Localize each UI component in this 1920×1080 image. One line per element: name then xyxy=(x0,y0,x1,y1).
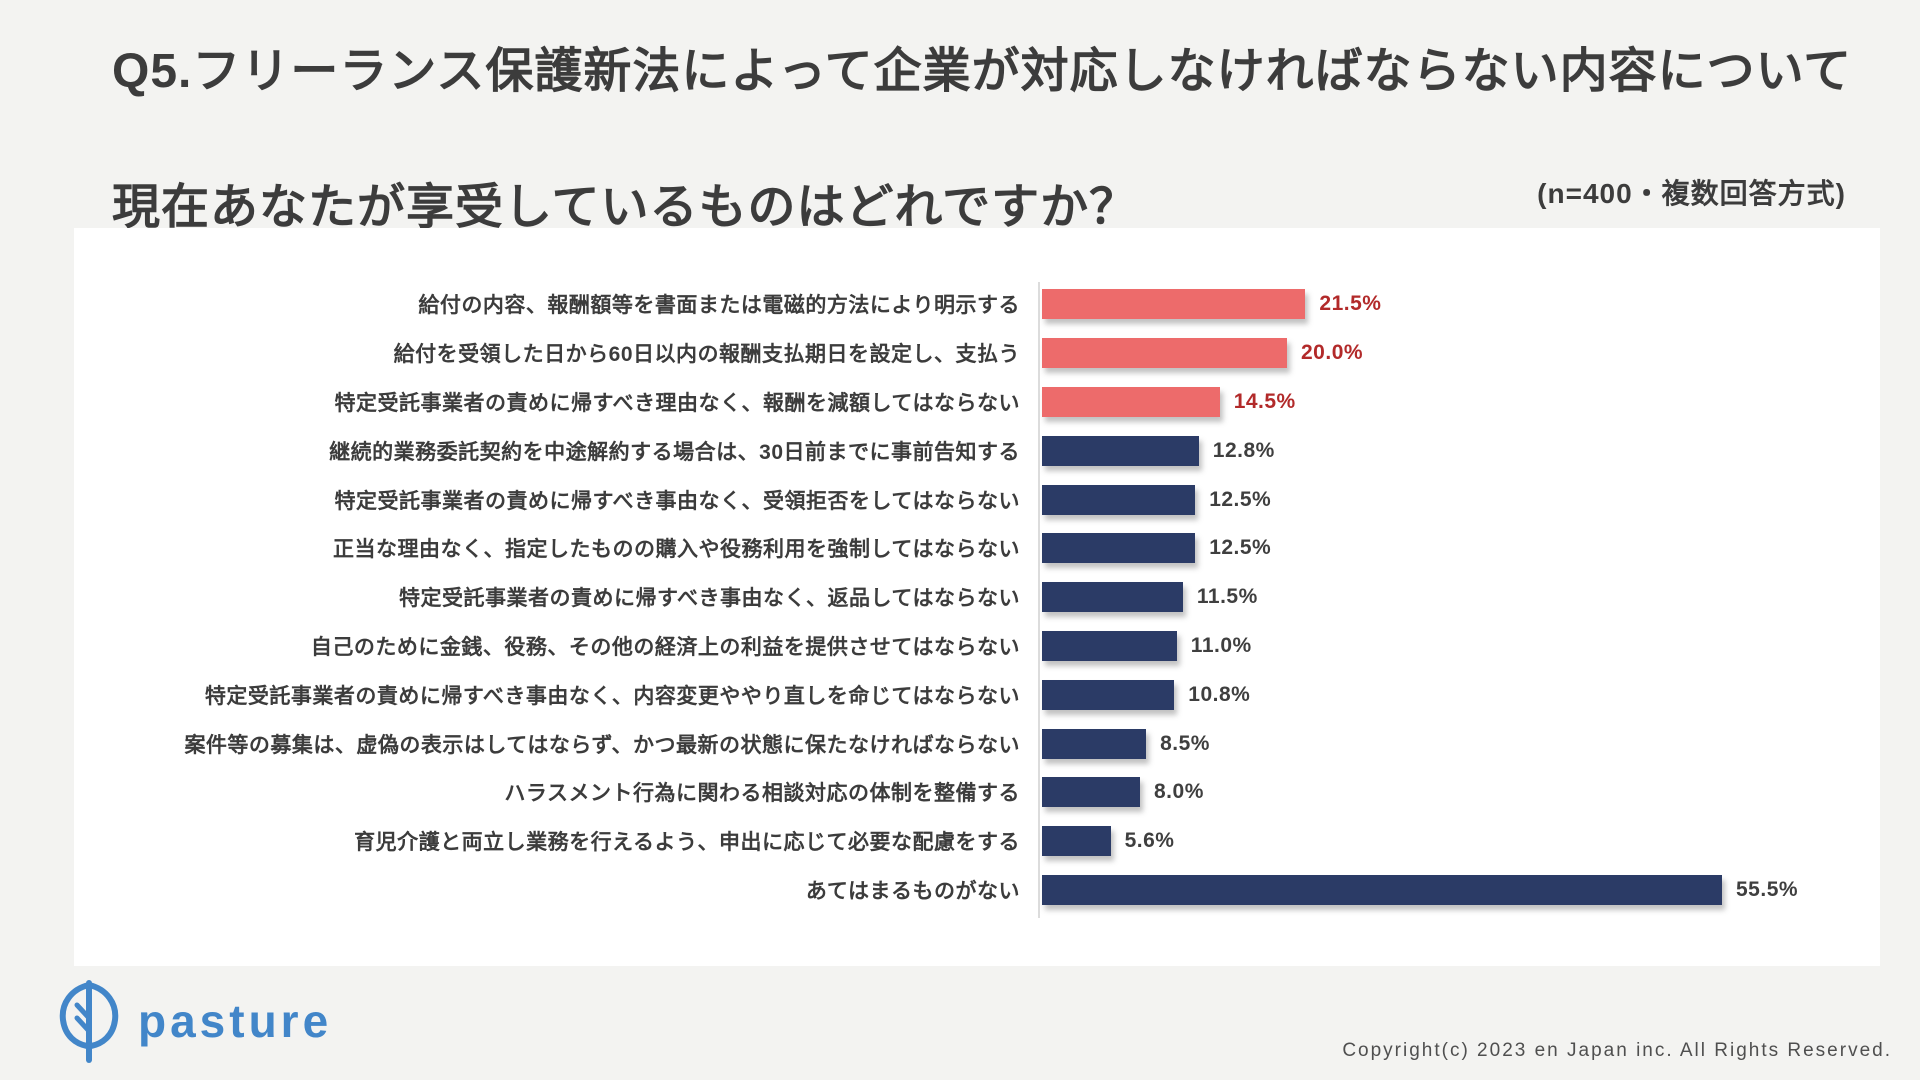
page-title: Q5.フリーランス保護新法によって企業が対応しなければならない内容について 現在… xyxy=(112,38,1852,242)
bar xyxy=(1042,386,1220,417)
value-label: 12.5% xyxy=(1209,487,1272,511)
category-label: 特定受託事業者の責めに帰すべき事由なく、内容変更ややり直しを命じてはならない xyxy=(204,684,1020,708)
bar xyxy=(1042,289,1306,320)
bar xyxy=(1042,630,1177,661)
chart-row: 育児介護と両立し業務を行えるよう、申出に応じて必要な配慮をする 5.6% xyxy=(74,817,1880,866)
chart-row: 特定受託事業者の責めに帰すべき理由なく、報酬を減額してはならない 14.5% xyxy=(74,378,1880,427)
chart-panel: 給付の内容、報酬額等を書面または電磁的方法により明示する 21.5% 給付を受領した… xyxy=(74,228,1880,966)
category-label: 特定受託事業者の責めに帰すべき事由なく、返品してはならない xyxy=(399,587,1020,611)
category-label: 案件等の募集は、虚偽の表示はしてはならず、かつ最新の状態に保たなければならない xyxy=(184,733,1020,757)
value-label: 12.5% xyxy=(1209,536,1272,560)
value-label: 8.0% xyxy=(1154,780,1204,804)
value-label: 20.0% xyxy=(1301,341,1364,365)
chart-row: 案件等の募集は、虚偽の表示はしてはならず、かつ最新の状態に保たなければならない 8… xyxy=(74,719,1880,768)
copyright-text: Copyright(c) 2023 en Japan inc. All Righ… xyxy=(1342,1040,1892,1061)
category-label: あてはまるものがない xyxy=(805,879,1020,903)
value-label: 55.5% xyxy=(1736,877,1799,901)
category-label: 正当な理由なく、指定したものの購入や役務利用を強制してはならない xyxy=(333,538,1020,562)
category-label: 特定受託事業者の責めに帰すべき理由なく、報酬を減額してはならない xyxy=(334,391,1020,415)
bar xyxy=(1042,435,1199,466)
value-label: 11.0% xyxy=(1190,633,1252,657)
bar xyxy=(1042,338,1287,369)
category-label: 特定受託事業者の責めに帰すべき事由なく、受領拒否をしてはならない xyxy=(334,489,1020,513)
chart-axis-line xyxy=(1038,282,1040,918)
value-label: 14.5% xyxy=(1233,389,1296,413)
chart-row: 正当な理由なく、指定したものの購入や役務利用を強制してはならない 12.5% xyxy=(74,524,1880,573)
value-label: 10.8% xyxy=(1188,682,1251,706)
leaf-icon xyxy=(56,978,122,1069)
chart-row: 特定受託事業者の責めに帰すべき事由なく、内容変更ややり直しを命じてはならない 10… xyxy=(74,670,1880,719)
bar xyxy=(1042,874,1722,905)
chart-row: ハラスメント行為に関わる相談対応の体制を整備する 8.0% xyxy=(74,768,1880,817)
chart-row: 給付を受領した日から60日以内の報酬支払期日を設定し、支払う 20.0% xyxy=(74,329,1880,378)
logo-text: pasture xyxy=(138,994,333,1047)
bar xyxy=(1042,679,1175,710)
page-title-line1: Q5.フリーランス保護新法によって企業が対応しなければならない内容について xyxy=(112,45,1853,98)
bar xyxy=(1042,484,1196,515)
bar xyxy=(1042,582,1183,613)
chart-row: 特定受託事業者の責めに帰すべき事由なく、返品してはならない 11.5% xyxy=(74,573,1880,622)
chart-row: 継続的業務委託契約を中途解約する場合は、30日前までに事前告知する 12.8% xyxy=(74,426,1880,475)
chart-row: 自己のために金銭、役務、その他の経済上の利益を提供させてはならない 11.0% xyxy=(74,622,1880,671)
category-label: ハラスメント行為に関わる相談対応の体制を整備する xyxy=(504,782,1020,806)
chart-row: 特定受託事業者の責めに帰すべき事由なく、受領拒否をしてはならない 12.5% xyxy=(74,475,1880,524)
value-label: 8.5% xyxy=(1160,731,1210,755)
value-label: 5.6% xyxy=(1124,829,1175,853)
pasture-logo: pasture xyxy=(56,978,332,1069)
bar xyxy=(1042,728,1147,759)
category-label: 自己のために金銭、役務、その他の経済上の利益を提供させてはならない xyxy=(310,635,1020,659)
bar xyxy=(1042,777,1140,808)
value-label: 21.5% xyxy=(1319,292,1382,316)
bar xyxy=(1042,826,1111,857)
chart-row: 給付の内容、報酬額等を書面または電磁的方法により明示する 21.5% xyxy=(74,280,1880,329)
sample-size-note: (n=400・複数回答方式) xyxy=(1537,178,1846,209)
page-title-line2: 現在あなたが享受しているものはどれですか？ xyxy=(112,181,1139,234)
value-label: 11.5% xyxy=(1196,585,1258,609)
category-label: 継続的業務委託契約を中途解約する場合は、30日前までに事前告知する xyxy=(329,440,1020,464)
category-label: 給付を受領した日から60日以内の報酬支払期日を設定し、支払う xyxy=(393,343,1020,367)
category-label: 給付の内容、報酬額等を書面または電磁的方法により明示する xyxy=(418,294,1020,318)
category-label: 育児介護と両立し業務を行えるよう、申出に応じて必要な配慮をする xyxy=(354,831,1020,855)
chart-row: あてはまるものがない 55.5% xyxy=(74,866,1880,915)
chart-rows: 給付の内容、報酬額等を書面または電磁的方法により明示する 21.5% 給付を受領した… xyxy=(74,280,1880,914)
value-label: 12.8% xyxy=(1212,438,1275,462)
bar xyxy=(1042,533,1196,564)
